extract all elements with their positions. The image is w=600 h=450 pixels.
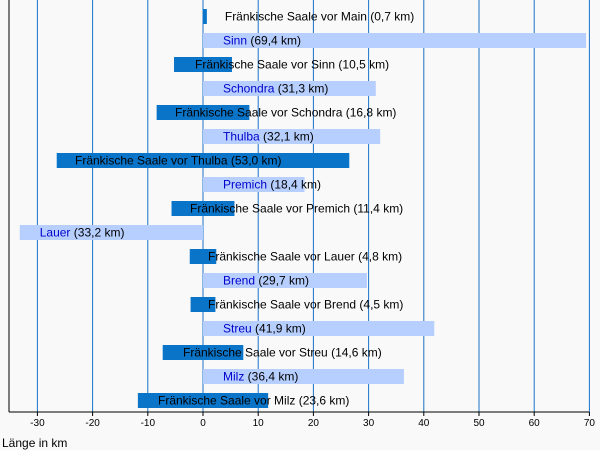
tributary-bar: [203, 321, 435, 336]
bar-label: Fränkische Saale vor Schondra (16,8 km): [175, 106, 396, 120]
x-tick-label: -30: [30, 418, 45, 429]
main-river-bar: [203, 9, 207, 24]
bar-label: Fränkische Saale vor Thulba (53,0 km): [75, 154, 282, 168]
bar-labels: Fränkische Saale vor Main (0,7 km) Sinn (…: [40, 10, 415, 408]
bar-label: Fränkische Saale vor Lauer (4,8 km): [208, 250, 402, 264]
bar-label: Milz (36,4 km): [223, 370, 298, 384]
tributary-bar: [203, 81, 376, 96]
bar-label: Streu (41,9 km): [223, 322, 306, 336]
bar-label: Sinn (69,4 km): [223, 34, 301, 48]
bar-label: Thulba (32,1 km): [223, 130, 314, 144]
x-tick-label: 60: [529, 418, 541, 429]
x-tick-label: 40: [418, 418, 430, 429]
main-river-bar: [137, 393, 269, 408]
tributary-bar: [203, 33, 587, 48]
bar-label: Fränkische Saale vor Milz (23,6 km): [158, 394, 349, 408]
x-axis: -30 -20 -10 0 10 20 30 40 50 60 70: [8, 0, 596, 429]
x-tick-label: -20: [85, 418, 100, 429]
bars: [19, 9, 587, 408]
bar-label: Fränkische Saale vor Sinn (10,5 km): [195, 58, 389, 72]
bar-label: Fränkische Saale vor Premich (11,4 km): [190, 202, 403, 216]
main-river-bar: [189, 249, 217, 264]
x-tick-label: 30: [363, 418, 375, 429]
main-river-bar: [162, 345, 244, 360]
bar-label: Fränkische Saale vor Main (0,7 km): [225, 10, 414, 24]
x-tick-label: 0: [200, 418, 206, 429]
x-tick-label: 70: [584, 418, 596, 429]
main-river-bar: [190, 297, 216, 312]
main-river-bar: [56, 153, 350, 168]
x-tick-label: 50: [473, 418, 485, 429]
grid-lines: [36, 0, 590, 412]
bar-label: Lauer (33,2 km): [40, 226, 125, 240]
bar-label: Fränkische Saale vor Streu (14,6 km): [183, 346, 382, 360]
x-tick-label: 20: [308, 418, 320, 429]
main-river-bar: [171, 201, 235, 216]
tributary-bar: [203, 177, 305, 192]
bar-label: Premich (18,4 km): [223, 178, 321, 192]
x-tick-label: 10: [253, 418, 265, 429]
main-river-bar: [156, 105, 250, 120]
bar-label: Schondra (31,3 km): [223, 82, 328, 96]
tributary-bar: [203, 129, 381, 144]
x-tick-label: -10: [141, 418, 156, 429]
tributary-bar: [19, 225, 204, 240]
main-river-bar: [174, 57, 232, 72]
tributary-bar: [203, 273, 367, 288]
x-axis-label: Länge in km: [2, 436, 67, 450]
tributary-bar: [203, 369, 404, 384]
bar-label: Brend (29,7 km): [223, 274, 309, 288]
bar-label: Fränkische Saale vor Brend (4,5 km): [208, 298, 403, 312]
